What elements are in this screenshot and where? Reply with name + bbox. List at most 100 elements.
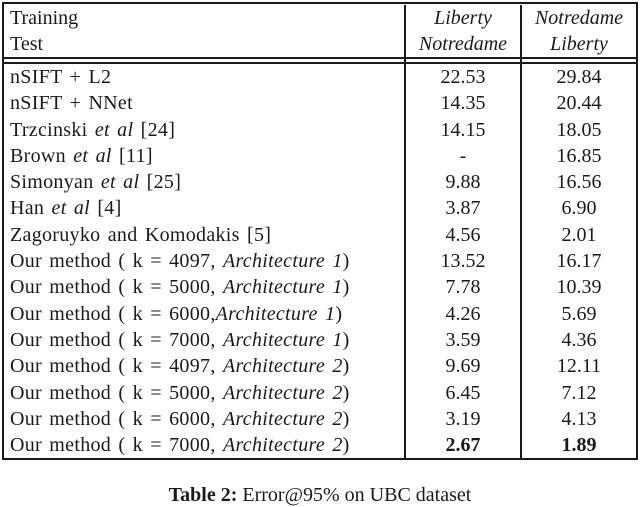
error-liberty-notredame: 6.45	[406, 379, 522, 406]
header-double-rule	[4, 57, 636, 64]
method-cell: nSIFT + NNet	[4, 90, 406, 117]
method-text: Our method ( k = 4097,	[10, 250, 223, 273]
method-text: nSIFT + L2	[10, 66, 112, 88]
error-notredame-liberty: 16.85	[556, 144, 602, 167]
error-liberty-notredame: 2.67	[406, 432, 522, 459]
error-liberty-notredame: 13.52	[406, 248, 522, 275]
error-notredame-liberty: 16.56	[556, 171, 602, 194]
header-cell-liberty-notredame: Liberty Notredame	[406, 5, 522, 57]
method-italic-text: et al	[73, 144, 112, 167]
method-text-suffix: )	[342, 250, 350, 273]
table-row: Simonyan et al [25] 9.88 16.56	[4, 169, 636, 196]
error-liberty-notredame: 3.87	[406, 195, 522, 222]
table-row: Zagoruyko and Komodakis [5] 4.56 2.01	[4, 221, 636, 249]
table-row: Our method ( k = 5000, Architecture 2) 6…	[4, 379, 636, 406]
method-text: Our method ( k = 4097,	[10, 355, 223, 378]
error-notredame-liberty: 18.05	[556, 118, 602, 141]
error-notredame-liberty: 4.36	[561, 328, 597, 351]
error-liberty-notredame: 4.26	[406, 300, 522, 327]
error-notredame-liberty: 20.44	[556, 92, 602, 115]
error-liberty-notredame: 9.69	[406, 353, 522, 380]
error-notredame-liberty: 12.11	[556, 355, 602, 378]
method-italic-text: et al	[94, 118, 134, 141]
table-caption: Table 2: Error@95% on UBC dataset	[0, 484, 640, 507]
method-text-suffix: )	[335, 302, 343, 325]
method-italic-text: et al	[100, 171, 140, 194]
method-italic-text: Architecture 2	[222, 381, 343, 404]
error-notredame-liberty: 16.17	[556, 250, 602, 273]
method-text-suffix: )	[342, 276, 350, 299]
error-liberty-notredame: 3.59	[406, 326, 522, 354]
results-table: Training Test Liberty Notredame Notredam…	[2, 2, 638, 461]
method-cell: Our method ( k = 5000, Architecture 1)	[4, 274, 406, 301]
error-liberty-notredame: 22.53	[406, 64, 522, 91]
method-text-suffix: [24]	[133, 118, 176, 141]
method-cell: Our method ( k = 5000, Architecture 2)	[4, 379, 406, 406]
method-text-suffix: )	[342, 355, 350, 378]
table-row: Trzcinski et al [24] 14.15 18.05	[4, 116, 636, 143]
header-training-label: Training	[10, 7, 79, 29]
table-row: Our method ( k = 7000, Architecture 2) 2…	[4, 432, 636, 459]
error-liberty-notredame: 7.78	[406, 274, 522, 301]
error-liberty-notredame: 4.56	[406, 221, 522, 249]
header-cell-training-test: Training Test	[4, 5, 406, 57]
method-cell: Han et al [4]	[4, 195, 406, 222]
method-text: Our method ( k = 5000,	[10, 381, 223, 404]
method-cell: Our method ( k = 4097, Architecture 2)	[4, 353, 406, 380]
method-text-suffix: [4]	[90, 197, 122, 220]
error-notredame-liberty: 29.84	[556, 66, 602, 88]
method-cell: Our method ( k = 7000, Architecture 1)	[4, 326, 406, 354]
method-text: Trzcinski	[10, 118, 95, 141]
method-text: Simonyan	[10, 171, 101, 194]
method-text: Our method ( k = 7000,	[10, 328, 223, 351]
caption-label: Table 2:	[168, 484, 238, 506]
method-cell: Brown et al [11]	[4, 142, 406, 170]
table-row: Our method ( k = 6000,Architecture 1) 4.…	[4, 300, 636, 327]
method-cell: Our method ( k = 6000,Architecture 1)	[4, 300, 406, 327]
error-notredame-liberty: 7.12	[561, 381, 597, 404]
method-italic-text: Architecture 1	[222, 328, 343, 351]
method-text-suffix: )	[342, 407, 350, 430]
table-row: nSIFT + NNet 14.35 20.44	[4, 90, 636, 117]
header-train-notredame: Notredame	[534, 7, 624, 29]
method-text: Zagoruyko and Komodakis [5]	[10, 223, 272, 246]
method-italic-text: Architecture 2	[222, 407, 343, 430]
table-row: Our method ( k = 4097, Architecture 1) 1…	[4, 248, 636, 275]
method-cell: Our method ( k = 6000, Architecture 2)	[4, 405, 406, 433]
header-cell-notredame-liberty: Notredame Liberty	[522, 5, 636, 57]
header-test-liberty: Liberty	[550, 33, 608, 55]
error-liberty-notredame: 14.15	[406, 116, 522, 143]
table-row: Our method ( k = 5000, Architecture 1) 7…	[4, 274, 636, 301]
table-row: Our method ( k = 7000, Architecture 1) 3…	[4, 326, 636, 354]
error-liberty-notredame: -	[406, 142, 522, 170]
method-italic-text: et al	[51, 197, 91, 220]
method-italic-text: Architecture 1	[222, 276, 343, 299]
table-body: nSIFT + L2 22.53 29.84 nSIFT + NNet 14.3…	[4, 64, 636, 459]
error-liberty-notredame: 14.35	[406, 90, 522, 117]
header-test-label: Test	[10, 33, 44, 55]
table-row: Our method ( k = 6000, Architecture 2) 3…	[4, 405, 636, 433]
method-cell: Trzcinski et al [24]	[4, 116, 406, 143]
method-text: Our method ( k = 7000,	[10, 434, 223, 457]
method-text-suffix: )	[342, 381, 350, 404]
method-text: nSIFT + NNet	[10, 92, 133, 115]
error-notredame-liberty: 2.01	[561, 223, 597, 246]
method-cell: Zagoruyko and Komodakis [5]	[4, 221, 406, 249]
table-row: Brown et al [11] - 16.85	[4, 142, 636, 170]
method-cell: Simonyan et al [25]	[4, 169, 406, 196]
method-text: Our method ( k = 5000,	[10, 276, 223, 299]
method-italic-text: Architecture 2	[222, 434, 343, 457]
method-cell: nSIFT + L2	[4, 64, 406, 91]
method-cell: Our method ( k = 4097, Architecture 1)	[4, 248, 406, 275]
table-header-row: Training Test Liberty Notredame Notredam…	[4, 4, 636, 57]
caption-text: Error@95% on UBC dataset	[237, 484, 472, 506]
header-test-notredame: Notredame	[418, 33, 508, 55]
error-notredame-liberty: 1.89	[561, 434, 597, 457]
table-row: Our method ( k = 4097, Architecture 2) 9…	[4, 353, 636, 380]
method-text: Our method ( k = 6000,	[10, 407, 223, 430]
method-text-suffix: )	[342, 434, 350, 457]
method-italic-text: Architecture 1	[222, 250, 343, 273]
error-notredame-liberty: 5.69	[561, 302, 597, 325]
error-notredame-liberty: 6.90	[561, 197, 597, 220]
method-text-suffix: [25]	[139, 171, 182, 194]
